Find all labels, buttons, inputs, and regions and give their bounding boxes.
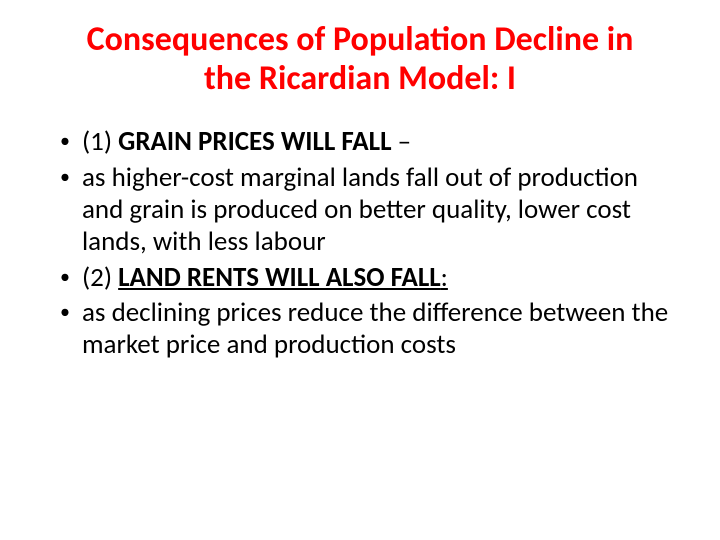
bullet-text-1: (1) GRAIN PRICES WILL FALL – bbox=[82, 126, 670, 158]
bullet-item: • (2) LAND RENTS WILL ALSO FALL: bbox=[60, 262, 670, 294]
bullet-item: • as higher-cost marginal lands fall out… bbox=[60, 162, 670, 258]
bullet-marker: • bbox=[60, 162, 70, 192]
bullet-suffix: : bbox=[441, 261, 448, 294]
bullet-prefix: (1) bbox=[82, 125, 118, 158]
bullet-prefix: (2) bbox=[82, 261, 118, 294]
bullet-item: • (1) GRAIN PRICES WILL FALL – bbox=[60, 126, 670, 158]
bullet-marker: • bbox=[60, 297, 70, 327]
bullet-text-4: as declining prices reduce the differenc… bbox=[82, 297, 670, 361]
slide-title: Consequences of Population Decline in th… bbox=[50, 20, 670, 98]
bullet-text-2: as higher-cost marginal lands fall out o… bbox=[82, 162, 670, 258]
bullet-bold: LAND RENTS WILL ALSO FALL bbox=[118, 261, 441, 294]
bullet-text-3: (2) LAND RENTS WILL ALSO FALL: bbox=[82, 262, 670, 294]
bullet-bold: GRAIN PRICES WILL FALL bbox=[118, 125, 391, 158]
bullet-marker: • bbox=[60, 262, 70, 292]
bullet-marker: • bbox=[60, 126, 70, 156]
bullet-list: • (1) GRAIN PRICES WILL FALL – • as high… bbox=[50, 126, 670, 361]
bullet-suffix: – bbox=[392, 125, 412, 158]
bullet-item: • as declining prices reduce the differe… bbox=[60, 297, 670, 361]
